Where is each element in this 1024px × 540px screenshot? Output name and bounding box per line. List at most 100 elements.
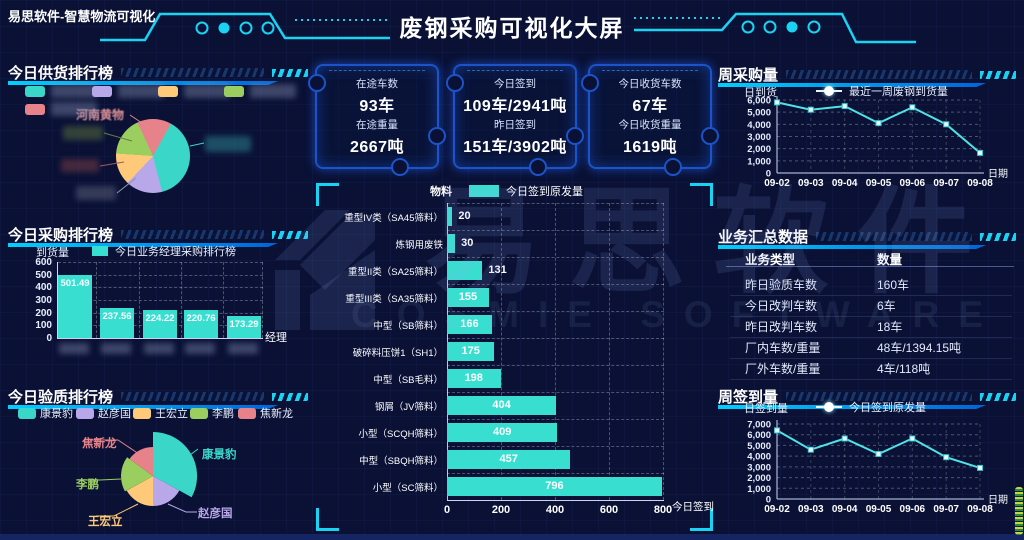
app-title: 易思软件-智慧物流可视化 <box>8 9 156 24</box>
y-axis-name: 到货量 <box>36 247 69 259</box>
gridline <box>447 473 664 474</box>
stat-value: 151车/3902吨 <box>463 139 567 156</box>
quality-pie-chart[interactable] <box>40 428 270 538</box>
legend-swatch[interactable] <box>224 86 244 97</box>
card-notch <box>664 158 683 176</box>
stat-label: 今日收货车数 <box>618 78 682 90</box>
supply-pie-chart[interactable] <box>116 119 190 193</box>
legend-swatch <box>469 185 499 197</box>
dots-pattern <box>980 70 1016 79</box>
redacted-label <box>63 126 103 140</box>
bar[interactable]: 501.49 <box>58 274 92 338</box>
stat-value: 93车 <box>359 98 395 115</box>
stat-label: 昨日签到 <box>494 119 536 131</box>
gridline <box>501 203 502 500</box>
legend-item[interactable]: 今日签到原发量 <box>816 399 926 415</box>
axis-tick-label: 300 <box>35 295 52 306</box>
svg-text:09-05: 09-05 <box>866 504 892 515</box>
table-row: 昨日改判车数 18车 <box>730 316 1012 338</box>
category-label: 重型IV类（SA45筛料） <box>344 212 443 224</box>
axis-tick-label: 0 <box>46 333 52 345</box>
bar[interactable] <box>447 207 453 226</box>
bar-value: 220.76 <box>186 313 216 324</box>
bar[interactable] <box>447 315 492 334</box>
bar-value: 501.49 <box>60 277 90 289</box>
bar[interactable] <box>447 288 489 307</box>
svg-text:09-02: 09-02 <box>764 178 790 189</box>
category-label: 小型（SC筛料） <box>372 482 443 494</box>
svg-text:0: 0 <box>766 169 771 180</box>
hatch-pattern <box>786 70 972 79</box>
gridline <box>447 446 664 447</box>
redacted-label <box>118 84 164 98</box>
redacted-label <box>184 84 230 98</box>
bar[interactable] <box>447 450 571 469</box>
category-label: 重型II类（SA25筛料） <box>347 266 443 278</box>
material-legend[interactable]: 物料 今日签到原发量 <box>430 183 583 199</box>
hatch-pattern <box>121 68 264 77</box>
axis-tick-label: 500 <box>35 269 52 281</box>
gridline <box>223 262 224 338</box>
dots-pattern <box>980 392 1016 401</box>
bar[interactable] <box>447 369 501 388</box>
scroll-indicator[interactable] <box>1015 487 1023 535</box>
svg-text:09-07: 09-07 <box>933 178 959 189</box>
bar-value: 198 <box>464 372 483 384</box>
svg-text:7,000: 7,000 <box>747 420 771 431</box>
bar-value: 404 <box>492 399 511 411</box>
legend-swatch <box>238 407 256 419</box>
bar[interactable] <box>447 477 662 496</box>
legend-swatch[interactable] <box>25 104 45 115</box>
bar[interactable] <box>447 423 558 442</box>
svg-text:5,000: 5,000 <box>747 108 771 119</box>
purchase-bar-chart[interactable]: 501.49 237.56 224.22 220.76 173.29 <box>57 262 263 339</box>
redacted-label <box>250 84 296 98</box>
legend-swatch[interactable] <box>92 86 112 97</box>
bar[interactable]: 237.56 <box>100 307 134 338</box>
axis-tick-label: 800 <box>653 504 673 516</box>
bar-row: 破碎料压饼1（SH1） 175 <box>316 338 666 365</box>
hatch-pattern <box>121 230 264 239</box>
axis-tick-label: 200 <box>35 307 52 319</box>
y-axis-ticks: 600 500 400 300 200 100 0 <box>24 257 52 345</box>
svg-text:09-04: 09-04 <box>832 178 858 189</box>
svg-text:日期: 日期 <box>988 168 1008 180</box>
svg-text:2,000: 2,000 <box>747 144 771 155</box>
panel-title-text: 今日供货排行榜 <box>8 64 114 82</box>
bar[interactable] <box>447 234 456 253</box>
material-bar-chart[interactable]: 重型IV类（SA45筛料） 20 炼钢用废铁 30 重型II类（SA25筛料） 131 重型… <box>316 203 666 500</box>
bar-zone: 131 <box>447 257 666 284</box>
legend-item[interactable]: 最近一周废钢到货量 <box>816 83 948 99</box>
row-label: 厂外车数/重量 <box>745 362 821 376</box>
card-notch <box>566 127 584 145</box>
card-notch <box>529 158 548 176</box>
bar[interactable]: 173.29 <box>227 316 261 338</box>
legend-swatch[interactable] <box>158 86 178 97</box>
gridline <box>447 284 664 285</box>
redacted-label <box>144 343 174 354</box>
bar[interactable] <box>447 261 483 280</box>
bar[interactable]: 220.76 <box>184 310 218 338</box>
panel-title-weekly-purchase: 周采购量 <box>718 62 1016 86</box>
panel-title-purchase: 今日采购排行榜 <box>8 222 308 246</box>
bar[interactable] <box>447 342 495 361</box>
bar-value: 30 <box>461 237 474 249</box>
dots-pattern <box>272 230 308 239</box>
svg-text:09-02: 09-02 <box>764 504 790 515</box>
row-value: 4车/118吨 <box>877 362 931 376</box>
bar[interactable]: 224.22 <box>143 309 177 338</box>
bar-value: 20 <box>458 210 471 222</box>
header-decoration-left <box>100 12 390 42</box>
bar[interactable] <box>447 396 557 415</box>
bar-zone: 409 <box>447 419 666 446</box>
axis-tick-label: 600 <box>35 257 52 268</box>
bar-zone: 20 <box>447 203 666 230</box>
bar-zone: 175 <box>447 338 666 365</box>
legend-item[interactable]: 今日业务经理采购排行榜 <box>92 243 236 259</box>
panel-title-quality: 今日验质排行榜 <box>8 384 308 408</box>
category-label: 炼钢用废铁 <box>395 239 443 251</box>
svg-text:4,000: 4,000 <box>747 452 771 463</box>
legend-swatch[interactable] <box>25 86 45 97</box>
